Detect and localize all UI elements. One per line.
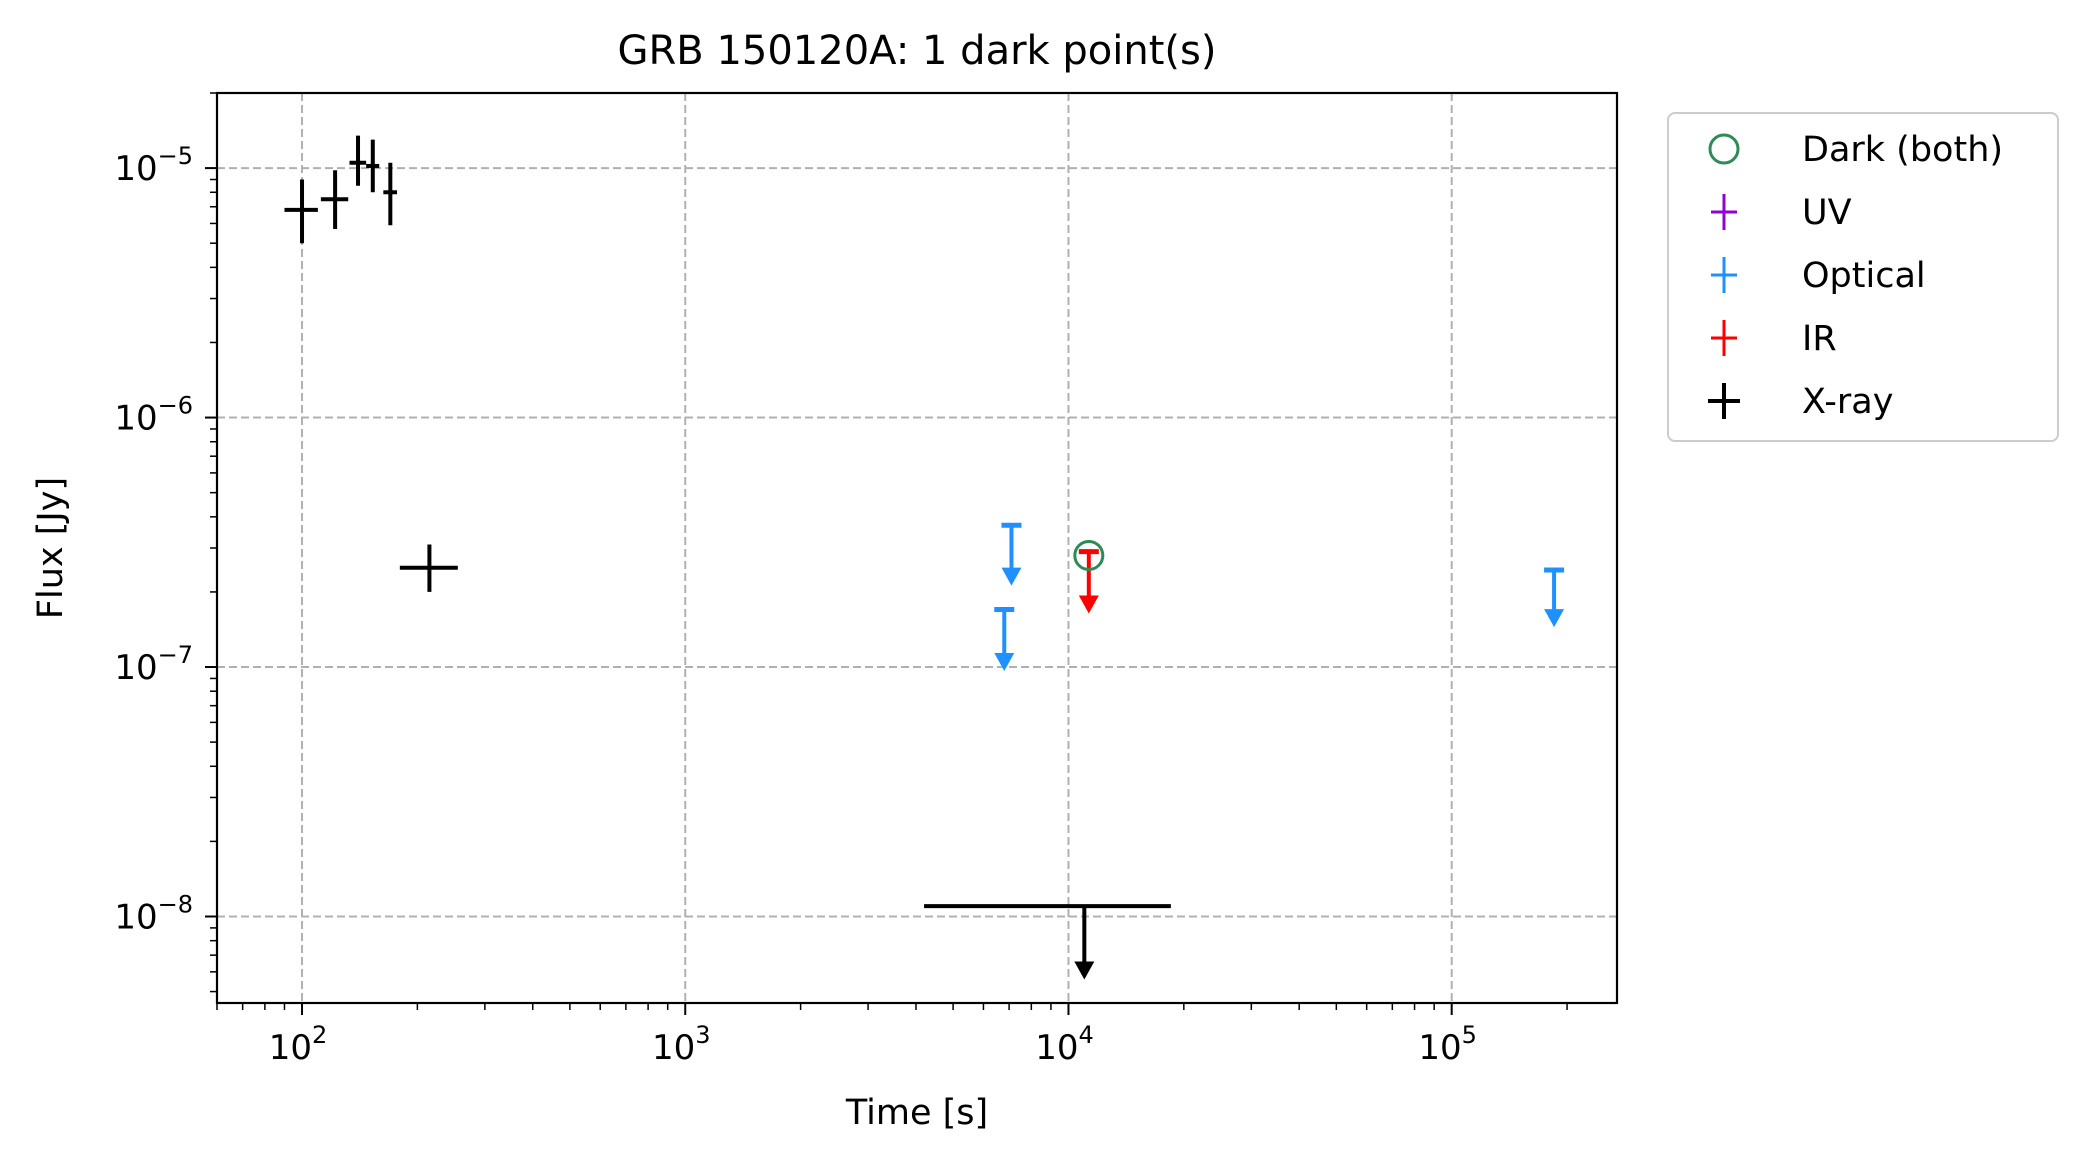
legend-label: X-ray bbox=[1802, 382, 1893, 422]
upper-limit-arrow bbox=[1078, 595, 1099, 614]
series-ir bbox=[1078, 549, 1099, 614]
series-dark-both- bbox=[1073, 539, 1105, 571]
grid bbox=[217, 93, 1617, 1003]
y-tick-label: 10−7 bbox=[114, 641, 193, 688]
legend-label: UV bbox=[1802, 193, 1852, 233]
legend-item: IR bbox=[1711, 319, 1837, 359]
y-tick-label: 10−6 bbox=[114, 392, 193, 439]
legend-item: Optical bbox=[1711, 256, 1926, 296]
legend-label: Optical bbox=[1802, 256, 1926, 296]
legend-label: IR bbox=[1802, 319, 1837, 359]
legend-item: X-ray bbox=[1708, 382, 1893, 422]
x-tick-label: 105 bbox=[1418, 1021, 1477, 1068]
x-tick-label: 102 bbox=[269, 1021, 328, 1068]
x-tick-label: 103 bbox=[652, 1021, 711, 1068]
legend-item: UV bbox=[1711, 193, 1852, 233]
upper-limit-arrow bbox=[994, 653, 1015, 672]
x-tick-label: 104 bbox=[1035, 1021, 1094, 1068]
upper-limit-arrow bbox=[1544, 609, 1565, 628]
y-axis-label: Flux [Jy] bbox=[31, 477, 71, 619]
y-axis-ticks: 10−8 10−7 10−6 10−5 bbox=[114, 142, 217, 937]
y-tick-label: 10−5 bbox=[114, 142, 193, 189]
series-x-ray bbox=[284, 135, 1171, 980]
upper-limit-arrow bbox=[1001, 567, 1022, 586]
minor-ticks bbox=[210, 92, 1568, 1010]
data-marks bbox=[284, 135, 1565, 980]
x-axis-label: Time [s] bbox=[845, 1093, 988, 1133]
y-tick-label: 10−8 bbox=[114, 890, 193, 937]
legend-box bbox=[1667, 112, 2059, 442]
legend-label: Dark (both) bbox=[1802, 130, 2003, 170]
chart-title: GRB 150120A: 1 dark point(s) bbox=[618, 28, 1217, 74]
x-axis-ticks: 102 103 104 105 bbox=[269, 1003, 1477, 1068]
legend: Dark (both) UV Optical IR X-ray bbox=[1667, 112, 2059, 442]
legend-item: Dark (both) bbox=[1708, 130, 2003, 170]
plot-frame bbox=[215, 91, 1619, 1005]
dark-point-marker bbox=[1073, 539, 1105, 571]
legend-marker-circle bbox=[1708, 133, 1740, 165]
upper-limit-arrow bbox=[1074, 961, 1095, 980]
series-optical bbox=[994, 522, 1565, 672]
